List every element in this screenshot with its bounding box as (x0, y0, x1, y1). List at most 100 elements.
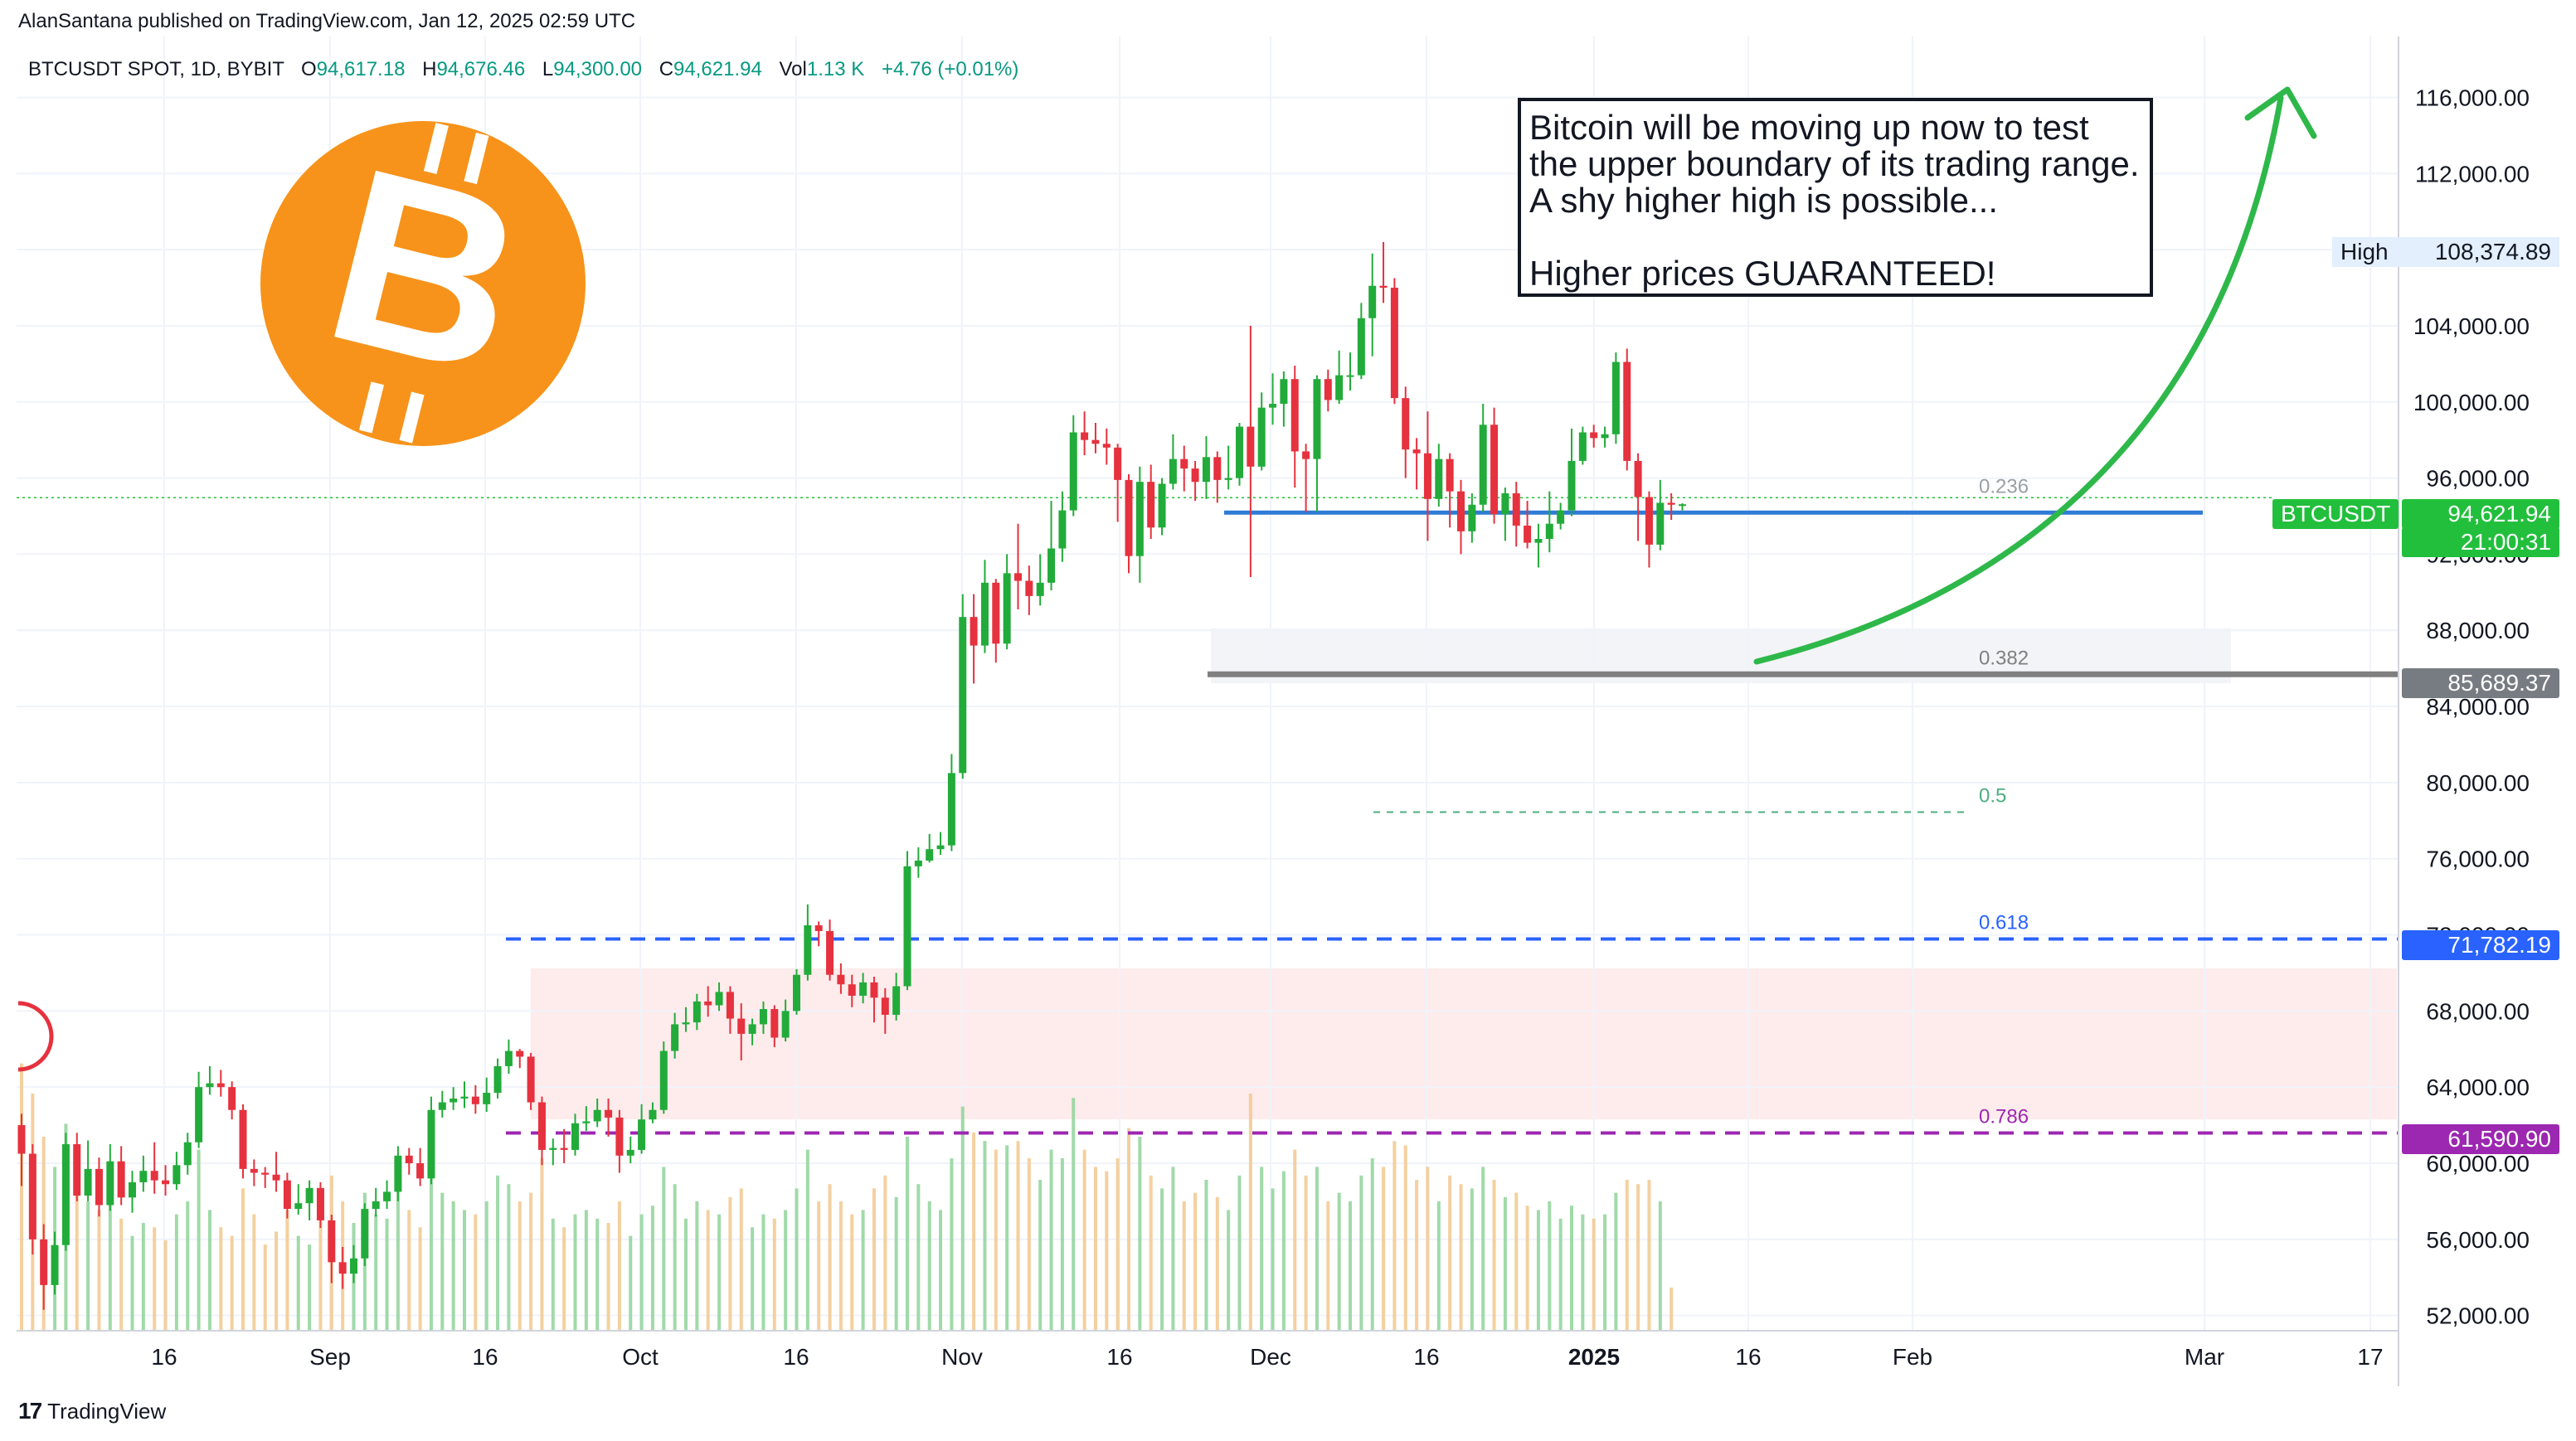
candle[interactable] (51, 1231, 59, 1295)
candle[interactable] (748, 1018, 756, 1046)
candle[interactable] (250, 1159, 258, 1186)
candle[interactable] (1446, 453, 1454, 528)
candle[interactable] (1081, 411, 1089, 456)
candle[interactable] (1567, 428, 1576, 517)
candle[interactable] (294, 1184, 303, 1215)
candle[interactable] (759, 1001, 767, 1034)
candle[interactable] (1634, 453, 1642, 541)
candle[interactable] (571, 1114, 579, 1156)
candle[interactable] (1213, 451, 1222, 503)
candle[interactable] (1679, 502, 1686, 511)
candle[interactable] (1114, 444, 1122, 522)
candle[interactable] (1656, 479, 1665, 551)
candle[interactable] (582, 1106, 591, 1131)
candle[interactable] (361, 1203, 369, 1266)
candle[interactable] (150, 1142, 158, 1194)
candle[interactable] (61, 1133, 70, 1251)
candle[interactable] (1003, 554, 1011, 650)
candle[interactable] (649, 1102, 657, 1123)
candle[interactable] (139, 1155, 148, 1192)
candle[interactable] (593, 1098, 601, 1128)
candle[interactable] (316, 1181, 324, 1229)
candle[interactable] (1479, 404, 1487, 512)
candle[interactable] (1545, 491, 1553, 553)
candle[interactable] (1667, 492, 1675, 521)
candle[interactable] (992, 579, 1000, 663)
candles[interactable] (17, 241, 1687, 1310)
candle[interactable] (1202, 436, 1210, 499)
candle[interactable] (438, 1090, 446, 1118)
candle[interactable] (1346, 352, 1354, 391)
candle[interactable] (1335, 350, 1344, 405)
candle[interactable] (1014, 523, 1022, 609)
candle[interactable] (892, 973, 901, 1021)
candle[interactable] (970, 594, 978, 684)
candle[interactable] (1623, 348, 1631, 471)
candle[interactable] (1147, 464, 1155, 540)
candle[interactable] (117, 1146, 125, 1206)
candle[interactable] (704, 986, 712, 1017)
candle[interactable] (272, 1152, 280, 1192)
candle[interactable] (959, 594, 967, 779)
candle[interactable] (793, 968, 800, 1015)
candle[interactable] (814, 921, 823, 947)
current-price-tag[interactable]: 94,621.94 (2402, 499, 2559, 529)
candle[interactable] (682, 1007, 690, 1032)
candle[interactable] (1313, 375, 1321, 512)
fib-0618-tag[interactable]: 71,782.19 (2402, 930, 2559, 960)
candle[interactable] (460, 1081, 469, 1109)
candle[interactable] (1611, 352, 1620, 444)
candle[interactable] (195, 1071, 203, 1148)
candle[interactable] (1169, 434, 1177, 490)
tradingview-logo-icon[interactable]: 17 TradingView (18, 1398, 166, 1424)
candle[interactable] (1224, 445, 1232, 490)
candle[interactable] (1402, 386, 1410, 478)
candle[interactable] (903, 851, 911, 991)
candle[interactable] (947, 754, 955, 852)
fib-0382-tag[interactable]: 85,689.37 (2402, 668, 2559, 698)
candle[interactable] (516, 1049, 524, 1069)
symbol-name[interactable]: BTCUSDT SPOT, 1D, BYBIT (28, 58, 284, 80)
candle[interactable] (638, 1104, 646, 1154)
candle[interactable] (527, 1052, 535, 1110)
candle[interactable] (1578, 426, 1587, 465)
candle[interactable] (1091, 423, 1100, 454)
candle[interactable] (73, 1133, 81, 1201)
candle[interactable] (1645, 491, 1653, 568)
candle[interactable] (1490, 407, 1499, 524)
candle[interactable] (936, 832, 945, 856)
candle[interactable] (1512, 482, 1520, 547)
candle[interactable] (1269, 373, 1277, 425)
annotation-box[interactable]: Bitcoin will be moving up now to test th… (1518, 98, 2153, 297)
candle[interactable] (239, 1104, 247, 1179)
candle[interactable] (283, 1172, 291, 1219)
candle[interactable] (1058, 491, 1067, 562)
candle[interactable] (261, 1167, 270, 1188)
candle[interactable] (726, 986, 734, 1034)
candle[interactable] (605, 1098, 613, 1137)
candle[interactable] (338, 1246, 347, 1289)
candle[interactable] (1302, 444, 1310, 512)
candle[interactable] (770, 1005, 779, 1047)
candle[interactable] (671, 1012, 679, 1059)
candle[interactable] (1290, 366, 1299, 488)
candle[interactable] (914, 847, 922, 878)
candle[interactable] (1601, 426, 1609, 448)
candle[interactable] (1191, 460, 1199, 502)
candle[interactable] (206, 1065, 214, 1095)
candle[interactable] (450, 1087, 458, 1110)
candle[interactable] (826, 919, 834, 981)
candle[interactable] (17, 1114, 26, 1186)
candle[interactable] (183, 1133, 192, 1175)
candle[interactable] (1180, 445, 1188, 492)
candle[interactable] (626, 1136, 634, 1163)
candle[interactable] (1468, 492, 1476, 543)
candle[interactable] (1357, 303, 1365, 380)
candle[interactable] (1368, 253, 1377, 357)
candle[interactable] (1236, 423, 1243, 486)
candle[interactable] (28, 1144, 36, 1255)
candle[interactable] (1102, 428, 1111, 465)
candle[interactable] (1534, 523, 1543, 568)
candle[interactable] (405, 1147, 413, 1175)
candle[interactable] (1435, 444, 1443, 507)
